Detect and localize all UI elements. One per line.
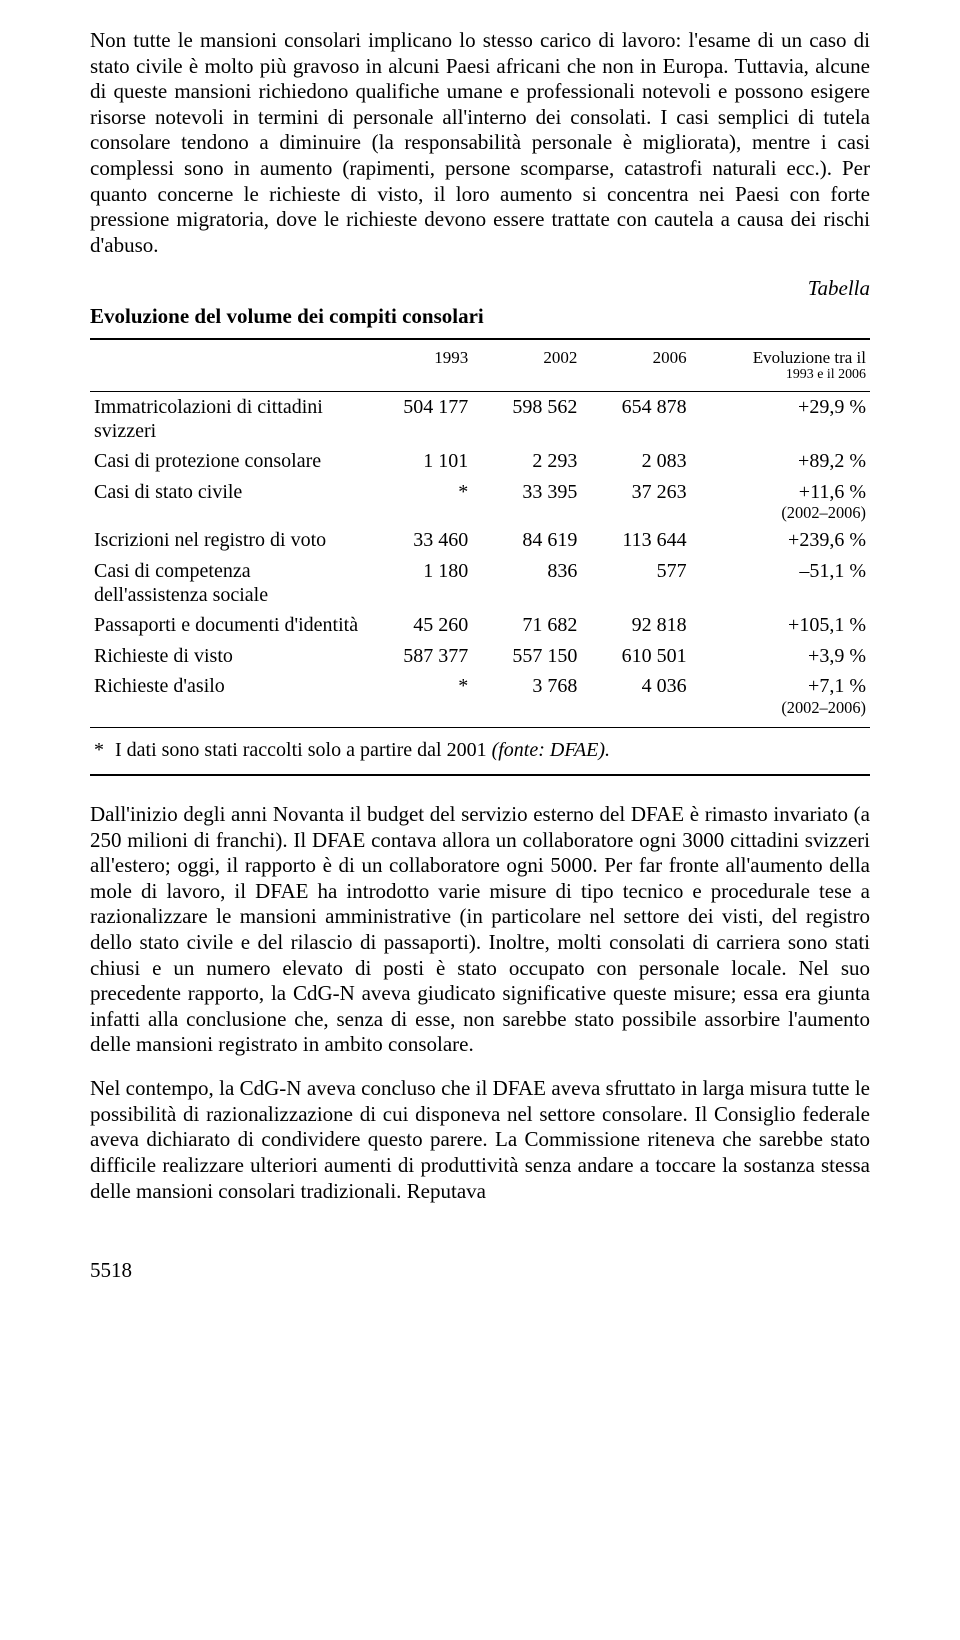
- cell: *: [363, 477, 472, 525]
- cell: 504 177: [363, 391, 472, 446]
- page-number: 5518: [90, 1258, 870, 1284]
- cell: 113 644: [581, 525, 690, 555]
- footnote-text: I dati sono stati raccolti solo a partir…: [115, 739, 492, 761]
- cell: +89,2 %: [691, 446, 870, 476]
- cell: 33 395: [472, 477, 581, 525]
- paragraph-3: Nel contempo, la CdG-N aveva concluso ch…: [90, 1076, 870, 1204]
- row-label: Richieste di visto: [90, 641, 363, 671]
- cell: *: [363, 671, 472, 727]
- cell: 557 150: [472, 641, 581, 671]
- table-row: Richieste di visto 587 377 557 150 610 5…: [90, 641, 870, 671]
- table-row: Passaporti e documenti d'identità 45 260…: [90, 610, 870, 640]
- row-label: Passaporti e documenti d'identità: [90, 610, 363, 640]
- cell: +105,1 %: [691, 610, 870, 640]
- cell: +239,6 %: [691, 525, 870, 555]
- cell: 33 460: [363, 525, 472, 555]
- cell: 84 619: [472, 525, 581, 555]
- row-label: Immatricolazioni di cittadini svizzeri: [90, 391, 363, 446]
- col-label: [90, 339, 363, 391]
- cell: 598 562: [472, 391, 581, 446]
- table-header-row: 1993 2002 2006 Evoluzione tra il1993 e i…: [90, 339, 870, 391]
- cell: 587 377: [363, 641, 472, 671]
- cell: 37 263: [581, 477, 690, 525]
- col-1993: 1993: [363, 339, 472, 391]
- col-evolution: Evoluzione tra il1993 e il 2006: [691, 339, 870, 391]
- cell: +11,6 %(2002–2006): [691, 477, 870, 525]
- cell: 92 818: [581, 610, 690, 640]
- cell: 1 180: [363, 556, 472, 611]
- row-label: Casi di protezione consolare: [90, 446, 363, 476]
- cell: 45 260: [363, 610, 472, 640]
- cell: 654 878: [581, 391, 690, 446]
- row-label: Iscrizioni nel registro di voto: [90, 525, 363, 555]
- table-footnote: * I dati sono stati raccolti solo a part…: [90, 727, 870, 775]
- paragraph-1: Non tutte le mansioni consolari implican…: [90, 28, 870, 258]
- cell: 1 101: [363, 446, 472, 476]
- footnote-source: (fonte: DFAE).: [492, 739, 611, 761]
- table-row: Richieste d'asilo * 3 768 4 036 +7,1 %(2…: [90, 671, 870, 727]
- table-footnote-row: * I dati sono stati raccolti solo a part…: [90, 727, 870, 775]
- table-caption-row: Tabella: [90, 276, 870, 302]
- table-row: Casi di protezione consolare 1 101 2 293…: [90, 446, 870, 476]
- row-label: Casi di stato civile: [90, 477, 363, 525]
- cell: +7,1 %(2002–2006): [691, 671, 870, 727]
- row-label: Casi di competenza dell'assistenza socia…: [90, 556, 363, 611]
- cell: 577: [581, 556, 690, 611]
- table-title: Evoluzione del volume dei compiti consol…: [90, 304, 870, 330]
- paragraph-2: Dall'inizio degli anni Novanta il budget…: [90, 802, 870, 1058]
- table-row: Iscrizioni nel registro di voto 33 460 8…: [90, 525, 870, 555]
- cell: 3 768: [472, 671, 581, 727]
- cell: 4 036: [581, 671, 690, 727]
- cell: 2 293: [472, 446, 581, 476]
- col-2002: 2002: [472, 339, 581, 391]
- cell: 71 682: [472, 610, 581, 640]
- cell: +3,9 %: [691, 641, 870, 671]
- table-row: Casi di stato civile * 33 395 37 263 +11…: [90, 477, 870, 525]
- cell: 2 083: [581, 446, 690, 476]
- row-label: Richieste d'asilo: [90, 671, 363, 727]
- page: Non tutte le mansioni consolari implican…: [0, 0, 960, 1640]
- table-row: Immatricolazioni di cittadini svizzeri 5…: [90, 391, 870, 446]
- table-row: Casi di competenza dell'assistenza socia…: [90, 556, 870, 611]
- cell: –51,1 %: [691, 556, 870, 611]
- cell: +29,9 %: [691, 391, 870, 446]
- cell: 610 501: [581, 641, 690, 671]
- table-label: Tabella: [808, 276, 870, 302]
- footnote-asterisk: *: [94, 738, 110, 762]
- cell: 836: [472, 556, 581, 611]
- col-2006: 2006: [581, 339, 690, 391]
- consular-table: 1993 2002 2006 Evoluzione tra il1993 e i…: [90, 338, 870, 776]
